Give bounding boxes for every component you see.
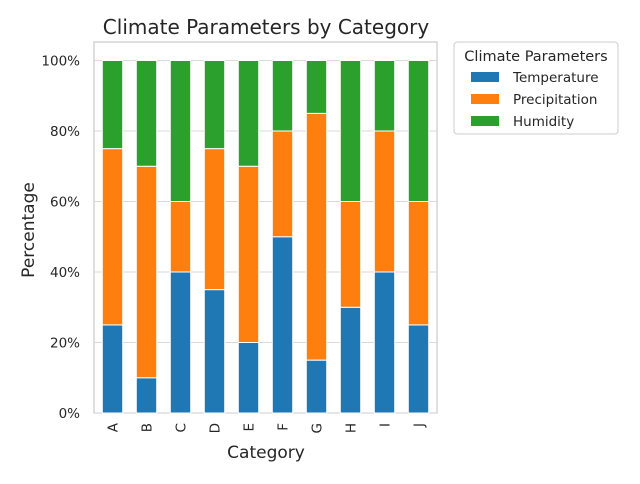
bar-temperature-b [135,377,158,414]
y-tick-label: 80% [50,124,80,140]
x-tick-labels: A B C D E F G H I J [106,422,428,433]
x-tick-label: I [378,423,394,427]
x-tick-label: H [344,423,360,433]
x-tick-label: E [242,423,258,432]
bar-humidity-g [305,60,328,114]
bar-humidity-i [373,60,396,132]
bar-humidity-d [203,60,226,150]
bar-humidity-c [169,60,192,202]
x-tick-label: D [208,423,224,433]
y-tick-label: 60% [50,195,80,211]
bar-humidity-e [237,60,260,167]
bar-precipitation-f [271,130,294,238]
y-tick-label: 100% [41,54,80,70]
x-axis-label: Category [227,443,305,463]
x-tick-label: F [276,423,292,431]
bar-precipitation-b [135,165,158,379]
chart-title: Climate Parameters by Category [103,15,430,39]
x-tick-label: B [140,423,156,432]
bar-temperature-j [407,324,430,414]
legend-swatch-temperature [471,72,499,82]
bar-precipitation-j [407,201,430,326]
x-tick-label: A [106,422,122,432]
legend-label-temperature: Temperature [512,70,599,86]
bar-temperature-c [169,271,192,414]
legend-swatch-humidity [471,116,499,126]
bar-temperature-f [271,236,294,414]
x-tick-label: G [310,423,326,433]
y-tick-labels: 0% 20% 40% 60% 80% 100% [41,54,80,423]
x-tick-label: C [174,423,190,432]
bar-humidity-f [271,60,294,132]
bar-precipitation-c [169,201,192,273]
bar-humidity-h [339,60,362,202]
legend-label-humidity: Humidity [513,114,574,130]
legend: Climate Parameters Temperature Precipitat… [453,41,619,135]
legend-label-precipitation: Precipitation [513,92,597,108]
y-axis-label: Percentage [19,182,39,278]
bar-temperature-h [339,306,362,414]
bar-precipitation-i [373,130,396,273]
y-tick-label: 0% [59,406,81,422]
bar-temperature-i [373,271,396,414]
legend-items: Temperature Precipitation Humidity [471,70,599,130]
x-tick-label: J [412,423,428,428]
legend-box [453,41,619,135]
bar-humidity-b [135,60,158,167]
y-tick-label: 40% [50,265,80,281]
bar-humidity-a [101,60,124,150]
legend-swatch-precipitation [471,94,499,104]
plot-area: 0% 20% 40% 60% 80% 100% A B C D E F G H I J [41,41,438,433]
bar-precipitation-e [237,165,260,343]
bar-precipitation-h [339,201,362,308]
legend-title: Climate Parameters [464,49,607,65]
bar-temperature-e [237,342,260,414]
bar-humidity-j [407,60,430,202]
bar-precipitation-d [203,148,226,291]
bar-precipitation-a [101,148,124,326]
bar-temperature-g [305,359,328,414]
bars [101,60,430,414]
bar-temperature-d [203,289,226,414]
y-tick-label: 20% [50,336,80,352]
bar-precipitation-g [305,112,328,361]
bar-temperature-a [101,324,124,414]
